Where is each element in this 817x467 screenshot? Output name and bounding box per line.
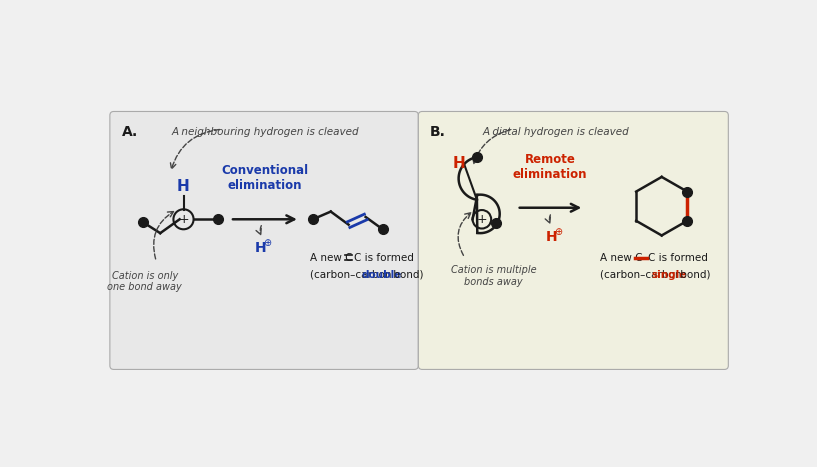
Text: Cation is multiple
bonds away: Cation is multiple bonds away bbox=[451, 265, 536, 287]
Text: double: double bbox=[362, 270, 402, 280]
Text: ⊕: ⊕ bbox=[263, 238, 271, 248]
Text: H: H bbox=[453, 156, 465, 171]
Text: B.: B. bbox=[430, 125, 446, 139]
Text: bond): bond) bbox=[391, 270, 424, 280]
Text: ⊕: ⊕ bbox=[554, 227, 562, 237]
Text: H: H bbox=[546, 230, 557, 244]
Text: +: + bbox=[476, 213, 487, 226]
Text: H: H bbox=[177, 179, 190, 194]
FancyBboxPatch shape bbox=[418, 112, 728, 369]
Text: Cation is only
one bond away: Cation is only one bond away bbox=[107, 271, 182, 292]
Text: bond): bond) bbox=[677, 270, 711, 280]
Text: A new C: A new C bbox=[600, 253, 642, 263]
Text: A neighbouring hydrogen is cleaved: A neighbouring hydrogen is cleaved bbox=[171, 127, 359, 137]
Text: (carbon–carbon: (carbon–carbon bbox=[600, 270, 685, 280]
Text: A.: A. bbox=[122, 125, 138, 139]
FancyBboxPatch shape bbox=[109, 112, 418, 369]
Text: H: H bbox=[255, 241, 267, 255]
Text: single: single bbox=[652, 270, 687, 280]
Text: Remote
elimination: Remote elimination bbox=[513, 153, 587, 181]
Text: (carbon–carbon: (carbon–carbon bbox=[310, 270, 395, 280]
Text: A new C: A new C bbox=[310, 253, 352, 263]
Text: C is formed: C is formed bbox=[354, 253, 414, 263]
Text: A distal hydrogen is cleaved: A distal hydrogen is cleaved bbox=[482, 127, 629, 137]
Text: +: + bbox=[178, 213, 189, 226]
Text: Conventional
elimination: Conventional elimination bbox=[221, 164, 309, 192]
Text: C is formed: C is formed bbox=[649, 253, 708, 263]
